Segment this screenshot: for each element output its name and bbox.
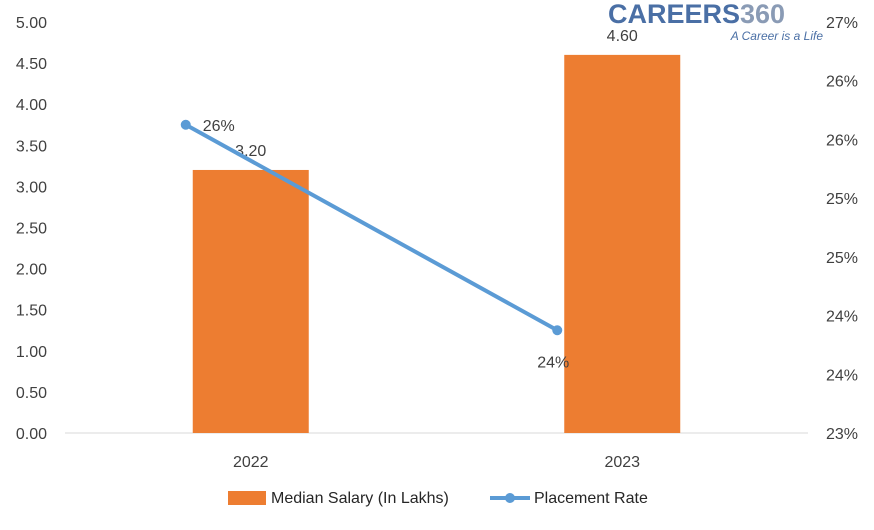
right-tick-label: 24% [826,367,858,384]
left-tick-label: 5.00 [16,15,47,32]
bar-series: 3.20 4.60 [192,28,681,433]
legend-swatch-marker [505,493,515,503]
salary-bar [192,169,309,433]
salary-data-label: 4.60 [607,28,638,45]
brand-tagline: A Career is a Life [730,29,824,43]
right-tick-label: 27% [826,15,858,32]
left-tick-label: 2.50 [16,221,47,238]
placement-rate-point [180,119,191,130]
right-axis-ticks: 23% 24% 24% 25% 25% 26% 26% 27% [826,15,858,443]
right-tick-label: 25% [826,250,858,267]
placement-rate-point [552,325,563,336]
x-axis-categories: 2022 2023 [233,454,640,471]
brand-name-main: CAREERS [608,0,740,29]
left-axis-ticks: 0.00 0.50 1.00 1.50 2.00 2.50 3.00 3.50 4.00 4.50… [16,15,47,443]
legend-label-salary: Median Salary (In Lakhs) [271,490,449,507]
placement-rate-line [183,122,560,333]
placement-rate-label: 26% [203,118,235,135]
salary-data-label: 3.20 [235,143,266,160]
x-category-label: 2022 [233,454,269,471]
right-tick-label: 26% [826,132,858,149]
legend: Median Salary (In Lakhs) Placement Rate [228,490,648,507]
right-tick-label: 24% [826,309,858,326]
left-tick-label: 1.00 [16,344,47,361]
placement-rate-label: 24% [537,354,569,371]
brand-name-number: 360 [740,0,785,29]
left-tick-label: 4.00 [16,97,47,114]
left-tick-label: 1.50 [16,303,47,320]
right-tick-label: 25% [826,191,858,208]
left-tick-label: 4.50 [16,56,47,73]
legend-swatch-salary [228,491,266,505]
left-tick-label: 2.00 [16,262,47,279]
right-tick-label: 26% [826,74,858,91]
left-tick-label: 3.50 [16,138,47,155]
salary-bar [564,54,681,433]
left-tick-label: 0.00 [16,426,47,443]
brand-logo: CAREERS 360 A Career is a Life [608,0,823,43]
left-tick-label: 0.50 [16,385,47,402]
x-category-label: 2023 [604,454,640,471]
legend-label-placement: Placement Rate [534,490,648,507]
left-tick-label: 3.00 [16,179,47,196]
right-tick-label: 23% [826,426,858,443]
line-series: 26% 24% [180,118,569,371]
